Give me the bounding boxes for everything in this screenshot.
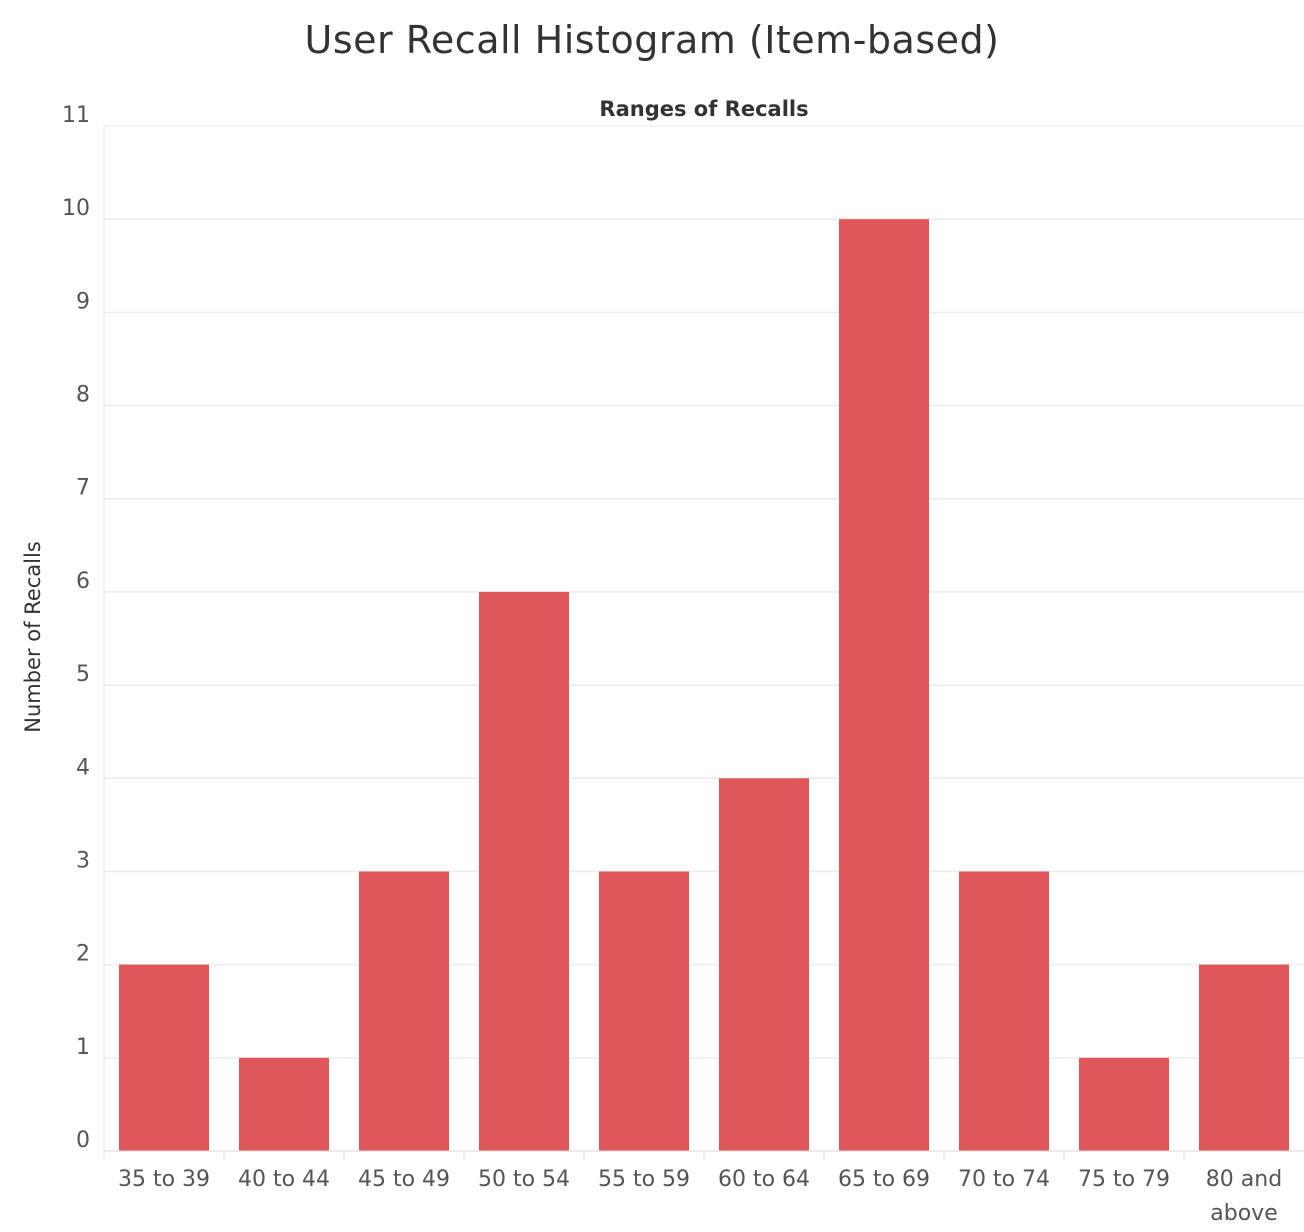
column-header: Ranges of Recalls [599, 97, 808, 121]
x-tick-label: 45 to 49 [358, 1167, 450, 1192]
axis-layer: 0 1 2 3 4 5 6 7 8 9 10 11 35 to 39 40 to 44 45 to 49 50… [62, 103, 1304, 1226]
bar[interactable] [839, 219, 929, 1151]
y-axis-title: Number of Recalls [21, 541, 45, 733]
y-tick-label: 2 [76, 942, 90, 967]
bar-layer [119, 219, 1289, 1151]
y-tick-label: 1 [76, 1035, 90, 1060]
x-tick-label: 55 to 59 [598, 1167, 690, 1192]
chart-title: User Recall Histogram (Item-based) [304, 18, 1000, 62]
x-tick-label: 35 to 39 [118, 1167, 210, 1192]
x-tick-label: 75 to 79 [1078, 1167, 1170, 1192]
x-tick-label: 40 to 44 [238, 1167, 330, 1192]
y-tick-label: 9 [76, 289, 90, 314]
bar[interactable] [119, 964, 209, 1151]
y-tick-label: 5 [76, 662, 90, 687]
y-tick-label: 3 [76, 848, 90, 873]
bar[interactable] [959, 871, 1049, 1151]
y-tick-label: 6 [76, 569, 90, 594]
x-tick-label: 65 to 69 [838, 1167, 930, 1192]
x-tick-label: 70 to 74 [958, 1167, 1050, 1192]
x-tick-label: 60 to 64 [718, 1167, 810, 1192]
y-tick-label: 8 [76, 383, 90, 408]
x-tick-label: 80 and [1206, 1167, 1282, 1192]
y-tick-label: 4 [76, 755, 90, 780]
y-tick-label: 0 [76, 1128, 90, 1153]
y-tick-label: 11 [62, 103, 90, 128]
y-tick-label: 7 [76, 476, 90, 501]
bar[interactable] [599, 871, 689, 1151]
bar[interactable] [479, 591, 569, 1151]
grid-layer [104, 125, 1304, 1059]
bar[interactable] [239, 1057, 329, 1151]
bar[interactable] [1199, 964, 1289, 1151]
x-tick-label: above [1210, 1201, 1277, 1226]
x-tick-label: 50 to 54 [478, 1167, 570, 1192]
bar[interactable] [1079, 1057, 1169, 1151]
y-tick-label: 10 [62, 196, 90, 221]
bar[interactable] [719, 778, 809, 1151]
bar[interactable] [359, 871, 449, 1151]
